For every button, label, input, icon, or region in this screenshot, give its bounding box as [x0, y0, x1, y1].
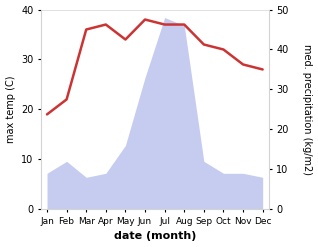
X-axis label: date (month): date (month)	[114, 231, 196, 242]
Y-axis label: max temp (C): max temp (C)	[5, 76, 16, 143]
Y-axis label: med. precipitation (kg/m2): med. precipitation (kg/m2)	[302, 44, 313, 175]
